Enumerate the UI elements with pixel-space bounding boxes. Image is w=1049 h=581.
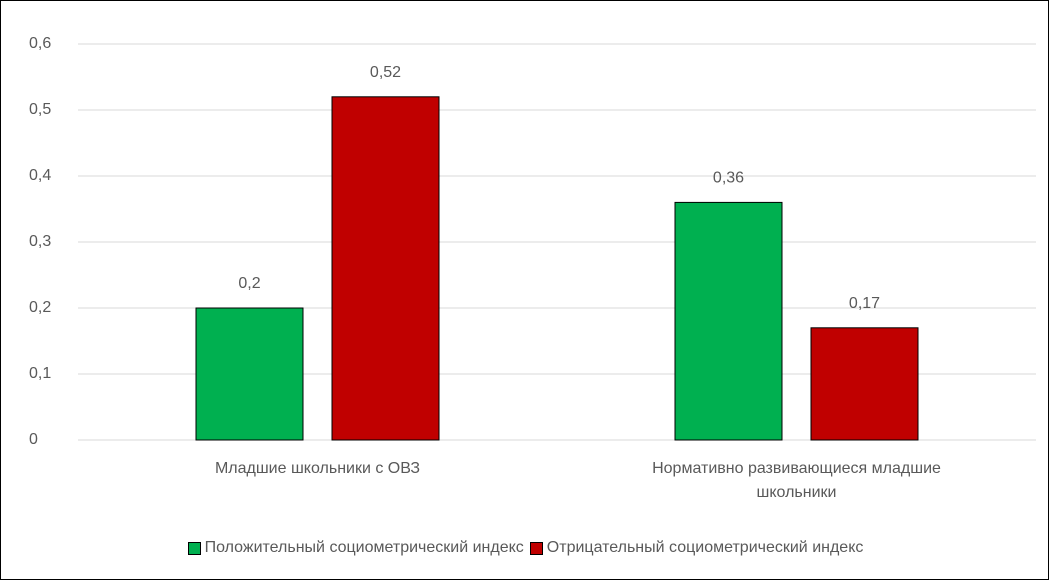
legend-swatch [529,541,543,555]
bar [195,307,304,441]
y-tick-label: 0,6 [29,35,51,52]
bar [674,201,783,441]
legend-label: Положительный социометрический индекс [204,539,524,556]
legend: Положительный социометрический индекс Отр… [1,539,1049,557]
data-label: 0,17 [849,295,880,312]
legend-swatch [187,541,201,555]
data-label: 0,2 [238,275,260,292]
legend-label: Отрицательный социометрический индекс [546,539,864,556]
y-tick-label: 0,2 [29,299,51,316]
data-label: 0,52 [370,64,401,81]
legend-item: Положительный социометрический индекс [187,539,524,557]
x-tick-label: Младшие школьники с ОВЗ [214,460,421,477]
bar [810,327,919,441]
x-tick-label: Нормативно развивающиеся младшие школьни… [652,460,941,501]
data-label: 0,36 [713,170,744,187]
legend-item: Отрицательный социометрический индекс [529,539,864,557]
y-tick-label: 0,3 [29,233,51,250]
y-tick-label: 0,1 [29,365,51,382]
y-tick-label: 0,4 [29,167,51,184]
bar [331,96,440,441]
y-tick-label: 0 [29,431,38,448]
y-tick-label: 0,5 [29,101,51,118]
